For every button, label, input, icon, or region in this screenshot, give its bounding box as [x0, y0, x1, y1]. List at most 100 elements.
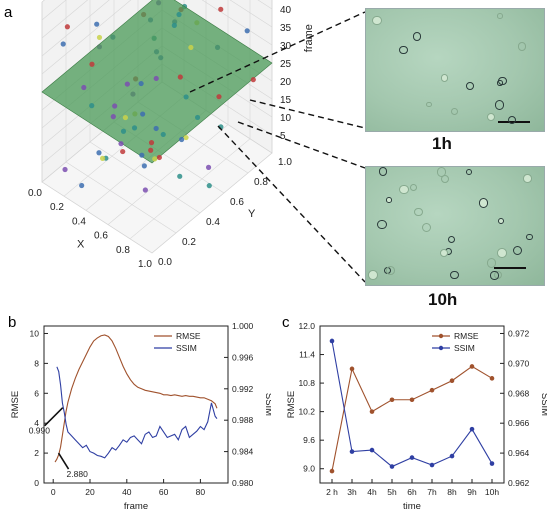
- x-tick-label: 2 h: [326, 487, 338, 497]
- scatter-point: [177, 173, 183, 179]
- cell: [497, 248, 507, 259]
- grid-line: [89, 141, 201, 214]
- annotation-arrow: [44, 407, 64, 427]
- scatter-3d-plot: 0.0 0.2 0.4 0.6 0.8 1.0 0.0 0.2 0.4 0.6 0.8 1.0 5 10 1…: [28, 0, 315, 270]
- cell: [490, 271, 499, 280]
- scatter-point: [96, 150, 102, 156]
- scatter-point: [244, 28, 250, 34]
- y-tick-label: 0.2: [182, 237, 196, 248]
- y2-tick-label: 0.966: [508, 418, 530, 428]
- chart-b-rmse-ssim-frame: 0 2 4 6 8 10 0.980 0.984 0.988 0.992 0.996 1.000 0 20…: [10, 321, 271, 512]
- cell: [486, 258, 497, 268]
- cell: [412, 31, 422, 41]
- scatter-point: [205, 164, 212, 170]
- legend-marker: [438, 345, 444, 351]
- time-label-1h: 1h: [432, 134, 452, 153]
- x-tick-label: 0: [51, 487, 56, 497]
- cell: [465, 168, 472, 175]
- y-tick-label: 1.0: [278, 157, 292, 168]
- time-label-10h: 10h: [428, 290, 458, 309]
- z-tick-label: 10: [280, 113, 292, 124]
- z-axis-label: frame: [303, 24, 315, 52]
- data-point-ssim: [449, 453, 455, 459]
- cell: [495, 100, 505, 110]
- scatter-point: [138, 80, 144, 87]
- annotation-label: 0.990: [29, 426, 51, 436]
- cell: [425, 101, 432, 108]
- series-line-ssim: [331, 340, 493, 468]
- scatter-point: [139, 152, 145, 158]
- z-tick-label: 35: [280, 23, 292, 34]
- z-tick-label: 5: [280, 131, 286, 142]
- cell: [497, 218, 504, 225]
- cell: [497, 13, 503, 19]
- y-tick-label: 9.0: [303, 464, 315, 474]
- data-point-rmse: [429, 387, 435, 393]
- z-tick-label: 15: [280, 95, 292, 106]
- x-tick-label: 0.0: [28, 188, 42, 199]
- cell: [372, 15, 382, 26]
- grid-line: [41, 0, 273, 39]
- data-point-rmse: [369, 409, 375, 414]
- y2-tick-label: 0.992: [232, 384, 254, 394]
- y2-tick-label: 0.968: [508, 388, 530, 398]
- annotation-label: 2.880: [67, 469, 89, 479]
- x-axis-label: X: [77, 239, 85, 251]
- panel-label-a: a: [4, 4, 13, 21]
- x-tick-label: 0.4: [72, 216, 86, 227]
- legend-label-rmse: RMSE: [176, 331, 201, 341]
- cell: [410, 183, 418, 191]
- cell: [386, 197, 392, 203]
- scatter-point: [120, 128, 127, 134]
- z-tick-label: 20: [280, 77, 292, 88]
- data-point-rmse: [329, 468, 335, 474]
- y-tick-label: 10.8: [298, 378, 315, 388]
- cell: [398, 45, 408, 55]
- legend-label-ssim: SSIM: [454, 343, 475, 353]
- x-tick-label: 1.0: [138, 259, 152, 270]
- cell: [486, 113, 496, 122]
- data-point-rmse: [489, 376, 495, 381]
- cell: [447, 235, 455, 244]
- cell: [498, 76, 508, 86]
- data-point-rmse: [449, 378, 455, 384]
- y-tick-label: 2: [34, 448, 39, 458]
- cell: [386, 266, 395, 275]
- grid-line: [107, 124, 229, 225]
- scatter-point: [118, 141, 124, 147]
- series-line-ssim: [56, 366, 218, 459]
- grid-line: [41, 0, 273, 57]
- y-axis-label: RMSE: [286, 391, 297, 418]
- scatter-point: [218, 6, 224, 12]
- y-tick-label: 10.2: [298, 407, 315, 417]
- x-tick-label: 0.2: [50, 202, 64, 213]
- y2-tick-label: 0.964: [508, 448, 530, 458]
- scatter-point: [177, 74, 183, 80]
- scatter-point: [99, 155, 106, 161]
- scatter-point: [141, 163, 147, 169]
- y-tick-label: 10: [30, 328, 40, 338]
- scatter-point: [148, 147, 154, 153]
- panel-label-b: b: [8, 314, 17, 331]
- y-tick-label: 12.0: [298, 321, 315, 331]
- annotation-arrow: [57, 452, 70, 470]
- data-point-ssim: [469, 426, 475, 432]
- data-point-ssim: [389, 464, 395, 469]
- x-tick-label: 9h: [467, 487, 477, 497]
- scatter-point: [112, 103, 118, 109]
- z-tick-label: 40: [280, 5, 292, 16]
- scatter-point: [179, 136, 185, 143]
- scatter-point: [96, 34, 103, 41]
- y2-tick-label: 0.996: [232, 352, 254, 362]
- cell: [421, 222, 432, 233]
- x-tick-label: 7h: [427, 487, 437, 497]
- y-tick-label: 6: [34, 388, 39, 398]
- grid-line: [41, 181, 153, 254]
- x-axis-label: time: [403, 501, 421, 512]
- cell: [478, 198, 488, 208]
- series-line-rmse: [54, 334, 218, 463]
- x-tick-label: 60: [159, 487, 169, 497]
- microscopy-image-10h: [365, 166, 545, 286]
- scatter-point: [79, 182, 85, 189]
- x-tick-label: 0.6: [94, 231, 108, 242]
